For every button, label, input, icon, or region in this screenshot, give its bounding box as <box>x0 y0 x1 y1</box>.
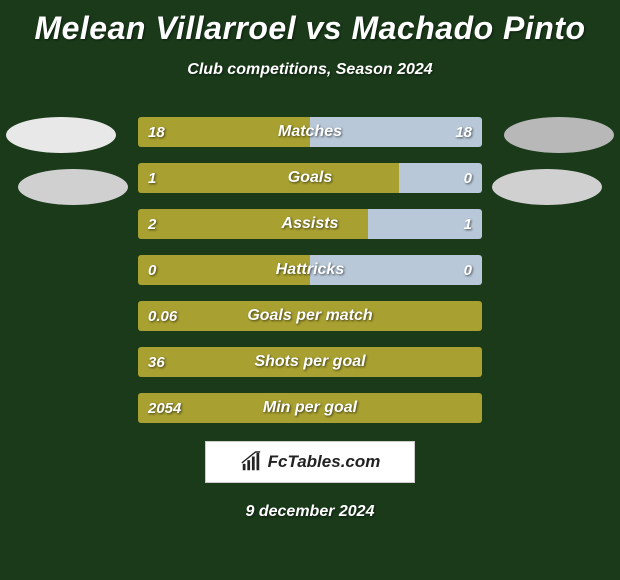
bar-right <box>310 255 482 285</box>
player1-badge2-icon <box>18 169 128 205</box>
bar-left <box>138 347 482 377</box>
bar-right <box>399 163 482 193</box>
stat-row: Matches1818 <box>138 117 482 147</box>
bar-right <box>310 117 482 147</box>
watermark: FcTables.com <box>205 441 415 483</box>
player2-badge2-icon <box>492 169 602 205</box>
chart-area: Matches1818 Goals10 Assists21 Hattricks00 Go… <box>0 117 620 423</box>
stat-rows: Matches1818 Goals10 Assists21 Hattricks00 Go… <box>138 117 482 423</box>
bar-left <box>138 117 310 147</box>
bar-left <box>138 163 399 193</box>
player1-name: Melean Villarroel <box>34 10 296 46</box>
bar-left <box>138 209 368 239</box>
stat-row: Hattricks00 <box>138 255 482 285</box>
date-text: 9 december 2024 <box>0 503 620 521</box>
stat-row: Goals10 <box>138 163 482 193</box>
bar-left <box>138 255 310 285</box>
bar-left <box>138 301 482 331</box>
watermark-text: FcTables.com <box>268 452 381 472</box>
comparison-title: Melean Villarroel vs Machado Pinto <box>0 0 620 47</box>
subtitle: Club competitions, Season 2024 <box>0 61 620 79</box>
bar-left <box>138 393 482 423</box>
vs-text: vs <box>305 10 342 46</box>
player1-badge-icon <box>6 117 116 153</box>
stat-row: Shots per goal36 <box>138 347 482 377</box>
player2-badge-icon <box>504 117 614 153</box>
stat-row: Min per goal2054 <box>138 393 482 423</box>
player2-name: Machado Pinto <box>351 10 585 46</box>
bar-right <box>368 209 482 239</box>
stat-row: Assists21 <box>138 209 482 239</box>
stat-row: Goals per match0.06 <box>138 301 482 331</box>
chart-icon <box>240 451 262 473</box>
